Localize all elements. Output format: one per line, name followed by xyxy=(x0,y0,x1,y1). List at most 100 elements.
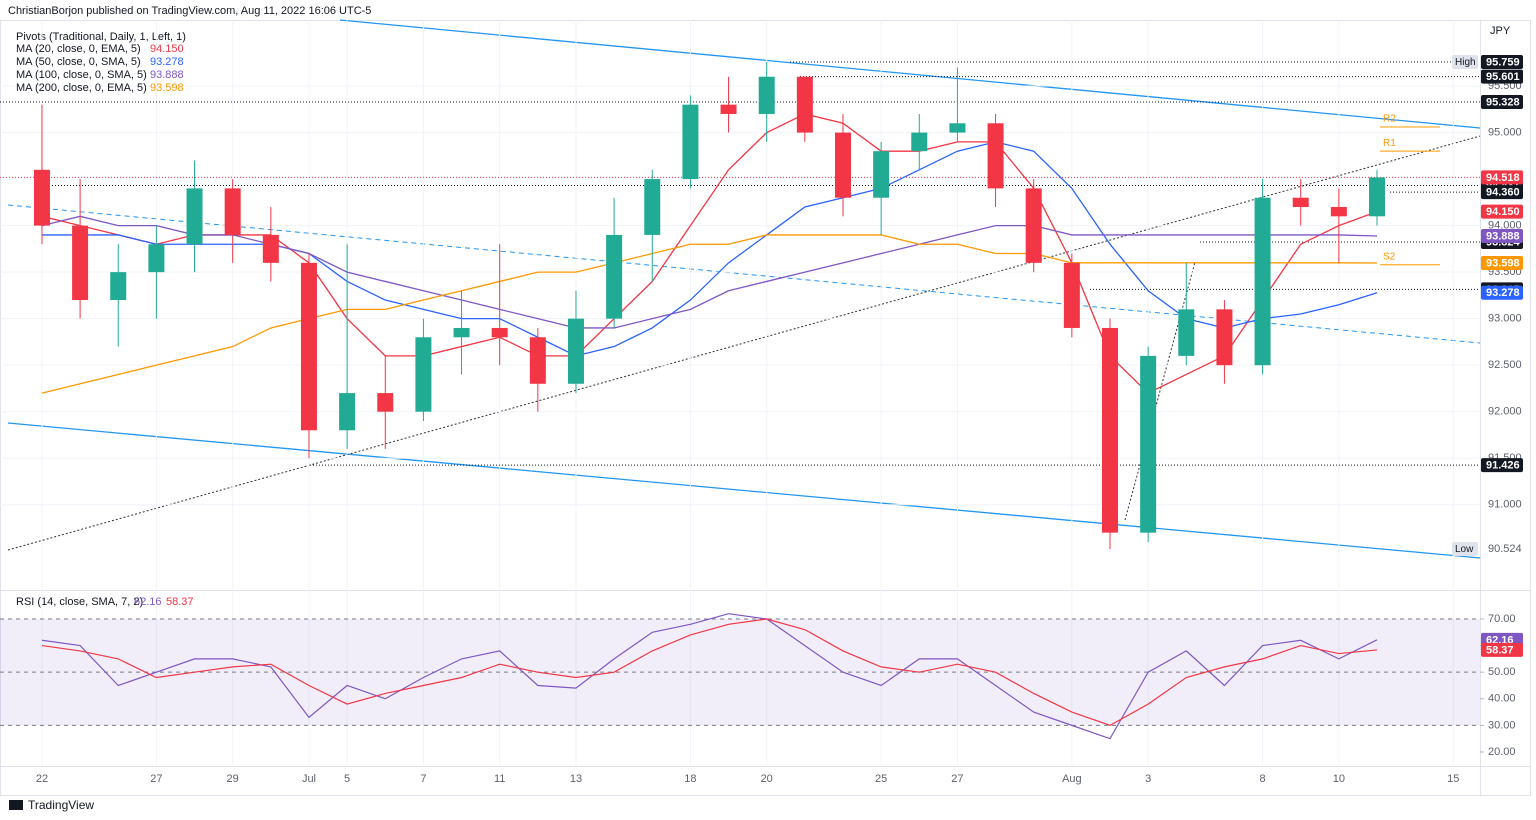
ma-axis-label-bg xyxy=(1481,229,1523,244)
extreme-tag-bg xyxy=(1452,542,1478,557)
ma-legend-value: 94.150 xyxy=(150,43,184,55)
ma-axis-label: 93.598 xyxy=(1486,257,1520,269)
ma-legend-value: 93.598 xyxy=(150,82,184,94)
ma-legend-name: MA (200, close, 0, EMA, 5) xyxy=(16,82,147,94)
level-label: 95.601 xyxy=(1486,71,1520,83)
logo-mark xyxy=(9,800,23,810)
candle-body xyxy=(1063,262,1080,328)
last-price-label: 94.518 xyxy=(1486,172,1520,184)
y-tick-label: 91.000 xyxy=(1488,499,1522,511)
x-tick-label: 8 xyxy=(1260,773,1266,785)
candle-body xyxy=(1102,327,1118,533)
candle-body xyxy=(758,76,775,114)
rsi-axis-label: 58.37 xyxy=(1486,644,1514,656)
extreme-value: 90.524 xyxy=(1488,543,1522,555)
candle-body xyxy=(72,225,89,301)
x-tick-label: 11 xyxy=(494,773,505,785)
candle-body xyxy=(415,337,432,412)
candle-body xyxy=(110,272,127,301)
currency: JPY xyxy=(1490,25,1511,37)
candle-body xyxy=(186,188,203,245)
channel-top xyxy=(339,19,1481,129)
ma-axis-label: 93.888 xyxy=(1486,230,1520,242)
candle-body xyxy=(339,393,356,431)
candle-body xyxy=(33,169,50,226)
y-tick-label: 94.000 xyxy=(1488,220,1522,232)
candle-body xyxy=(262,234,279,263)
y-tick-label: 40.00 xyxy=(1488,693,1516,705)
candle-body xyxy=(1025,188,1042,263)
candle-body xyxy=(644,179,661,235)
pivot-label: R1 xyxy=(1383,138,1396,149)
y-tick-label: 95.000 xyxy=(1488,126,1522,138)
candle-body xyxy=(491,327,508,338)
level-label: 95.328 xyxy=(1486,96,1520,108)
extreme-name: High xyxy=(1455,57,1476,68)
candle-body xyxy=(1369,177,1386,217)
ma-legend-name: MA (50, close, 0, SMA, 5) xyxy=(16,56,141,68)
x-tick-label: 18 xyxy=(684,773,696,785)
candle-body xyxy=(1292,197,1309,208)
candle-body xyxy=(1140,355,1157,533)
x-tick-label: 27 xyxy=(150,773,162,785)
publisher: ChristianBorjon published on TradingView… xyxy=(8,5,371,17)
candle-body xyxy=(1216,309,1233,366)
level-label-bg xyxy=(1481,458,1523,473)
last-price-label-bg xyxy=(1481,170,1523,185)
indicator-legend: Pivots (Traditional, Daily, 1, Left, 1) xyxy=(16,31,186,43)
moving-average xyxy=(41,234,1378,394)
candle-body xyxy=(224,188,241,235)
extreme-name: Low xyxy=(1455,544,1474,555)
y-tick-label: 30.00 xyxy=(1488,719,1516,731)
y-tick-label: 93.000 xyxy=(1488,313,1522,325)
frame xyxy=(0,20,1531,796)
ma-axis-label: 94.150 xyxy=(1486,206,1520,218)
candle-body xyxy=(834,132,851,198)
rsi-legend-value: 58.37 xyxy=(166,596,194,608)
candle-body xyxy=(606,234,623,319)
x-tick-label: Aug xyxy=(1062,773,1082,785)
logo-text: TradingView xyxy=(28,798,94,812)
channel-mid xyxy=(7,204,1481,344)
ma-legend-value: 93.888 xyxy=(150,69,184,81)
rsi-line xyxy=(41,613,1378,740)
x-tick-label: 20 xyxy=(761,773,773,785)
candle-body xyxy=(796,76,813,133)
trendlines xyxy=(7,19,1481,559)
y-tick-label: 20.00 xyxy=(1488,746,1516,758)
ma-legend-value: 93.278 xyxy=(150,56,184,68)
y-tick-label: 92.500 xyxy=(1488,359,1522,371)
candle-body xyxy=(911,132,928,152)
y-tick-label: 70.00 xyxy=(1488,613,1516,625)
candle-body xyxy=(300,262,317,431)
candle-body xyxy=(453,327,470,338)
ma-legend-name: MA (20, close, 0, EMA, 5) xyxy=(16,43,141,55)
x-tick-label: 5 xyxy=(344,773,350,785)
level-label: 95.759 xyxy=(1486,56,1520,68)
candle-body xyxy=(873,151,890,198)
channel-bottom xyxy=(7,422,1481,559)
level-label-bg xyxy=(1481,69,1523,84)
candle-body xyxy=(987,123,1004,189)
level-label-bg xyxy=(1481,54,1523,69)
candle-body xyxy=(1330,207,1347,217)
ma-axis-label: 93.278 xyxy=(1486,287,1520,299)
level-label-bg xyxy=(1481,95,1523,110)
candle-body xyxy=(567,318,584,384)
rsi-axis-label-bg xyxy=(1481,642,1523,657)
x-tick-label: 13 xyxy=(570,773,582,785)
ma-axis-label-bg xyxy=(1481,204,1523,219)
candle-body xyxy=(1178,309,1195,356)
level-label: 91.426 xyxy=(1486,460,1520,472)
pivot-label: S2 xyxy=(1383,251,1396,262)
level-label: 94.360 xyxy=(1486,187,1520,199)
x-tick-label: 22 xyxy=(36,773,48,785)
candle-body xyxy=(529,337,546,384)
x-tick-label: 3 xyxy=(1145,773,1151,785)
x-tick-label: 10 xyxy=(1333,773,1345,785)
support-trendline xyxy=(7,135,1481,551)
rebound-trendline xyxy=(1124,261,1196,521)
x-tick-label: 29 xyxy=(227,773,239,785)
x-tick-label: 15 xyxy=(1447,773,1459,785)
